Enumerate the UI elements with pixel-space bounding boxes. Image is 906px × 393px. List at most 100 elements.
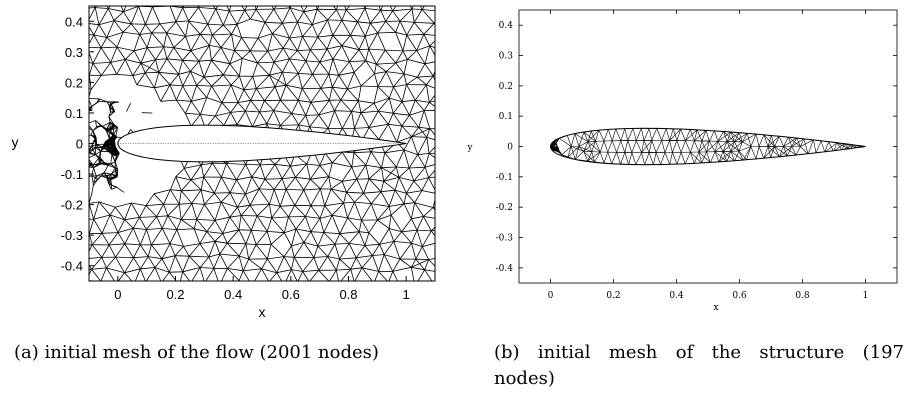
mesh-edge	[111, 169, 118, 175]
mesh-edge	[341, 45, 360, 51]
mesh-edge	[161, 255, 176, 260]
mesh-edge	[332, 162, 352, 168]
mesh-edge	[595, 130, 600, 142]
mesh-edge	[151, 32, 165, 48]
mesh-edge	[214, 115, 225, 126]
mesh-edge	[355, 245, 366, 259]
mesh-edge	[338, 71, 355, 76]
mesh-edge	[264, 21, 283, 24]
mesh-edge	[291, 269, 303, 272]
mesh-edge	[651, 128, 657, 141]
mesh-edge	[220, 201, 231, 218]
mesh-edge	[266, 231, 272, 245]
mesh-edge	[124, 202, 132, 220]
mesh-edge	[553, 147, 558, 151]
mesh-edge	[196, 219, 216, 221]
mesh-edge	[98, 8, 109, 25]
mesh-edge	[403, 73, 407, 85]
mesh-edge	[384, 49, 397, 64]
mesh-edge	[341, 166, 353, 182]
mesh-edge	[116, 59, 126, 75]
mesh-edge	[351, 166, 358, 180]
mesh-edge	[282, 71, 287, 86]
mesh-edge	[783, 137, 789, 147]
mesh-edge	[328, 162, 333, 177]
mesh-edge	[191, 203, 205, 205]
mesh-edge	[191, 97, 207, 102]
mesh-edge	[332, 58, 340, 76]
mesh-edge	[251, 176, 260, 190]
mesh-edge	[250, 100, 260, 113]
mesh-edge	[363, 192, 372, 204]
mesh-edge	[324, 205, 333, 216]
mesh-edge	[89, 99, 93, 107]
mesh-edge	[221, 176, 237, 181]
mesh-edge	[215, 6, 219, 10]
mesh-edge	[245, 188, 260, 195]
mesh-edge	[415, 246, 423, 260]
mesh-edge	[319, 48, 328, 63]
mesh-edge	[290, 163, 307, 167]
mesh-edge	[266, 244, 272, 260]
mesh-edge	[342, 178, 357, 182]
mesh-edge	[291, 245, 295, 258]
mesh-edge	[111, 136, 118, 145]
mesh-edge	[439, 228, 444, 242]
mesh-edge	[182, 59, 199, 62]
mesh-edge	[411, 242, 417, 260]
mesh-edge	[89, 257, 102, 259]
mesh-edge	[266, 258, 278, 273]
mesh-edge	[124, 219, 134, 229]
mesh-edge	[378, 254, 385, 272]
mesh-edge	[312, 19, 328, 25]
mesh-edge	[116, 32, 124, 48]
mesh-edge	[243, 268, 262, 272]
mesh-edge	[190, 179, 202, 191]
mesh-edge	[291, 269, 298, 281]
mesh-edge	[115, 147, 118, 154]
mesh-edge	[208, 241, 216, 258]
mesh-edge	[282, 176, 296, 179]
mesh-edge	[791, 146, 797, 156]
mesh-edge	[237, 204, 251, 208]
mesh-edge	[201, 189, 215, 194]
mesh-edge	[669, 128, 674, 141]
mesh-edge	[347, 217, 362, 221]
mesh-edge	[124, 243, 141, 246]
mesh-edge	[340, 99, 359, 102]
mesh-edge	[368, 48, 386, 51]
mesh-edge	[274, 164, 283, 179]
mesh-edge	[358, 85, 362, 101]
mesh-edge	[274, 163, 291, 167]
mesh-edge	[348, 231, 360, 244]
mesh-edge	[399, 242, 412, 260]
mesh-edge	[310, 48, 328, 51]
mesh-edge	[106, 20, 115, 38]
mesh-edge	[369, 123, 389, 128]
mesh-edge	[285, 177, 296, 190]
mesh-edge	[351, 111, 362, 114]
mesh-edge	[256, 215, 268, 232]
mesh-edge	[190, 101, 201, 115]
mesh-edge	[231, 24, 238, 35]
mesh-edge	[284, 228, 297, 234]
mesh-edge	[374, 73, 379, 87]
mesh-edge	[289, 6, 292, 8]
mesh-edge	[603, 129, 609, 142]
mesh-edge	[326, 35, 334, 50]
mesh-edge	[364, 245, 373, 256]
mesh-edge	[266, 217, 273, 232]
mesh-edge	[383, 180, 396, 191]
mesh-edge	[390, 203, 405, 216]
mesh-edge	[297, 11, 305, 23]
mesh-edge	[742, 133, 757, 143]
mesh-edge	[99, 157, 105, 163]
mesh-edge	[567, 135, 572, 147]
mesh-edge	[257, 37, 269, 52]
mesh-edge	[815, 140, 822, 154]
mesh-edge	[162, 228, 177, 230]
mesh-edge	[257, 62, 270, 76]
mesh-edge	[274, 71, 283, 87]
mesh-edge	[117, 272, 125, 281]
mesh-edge	[411, 266, 425, 271]
